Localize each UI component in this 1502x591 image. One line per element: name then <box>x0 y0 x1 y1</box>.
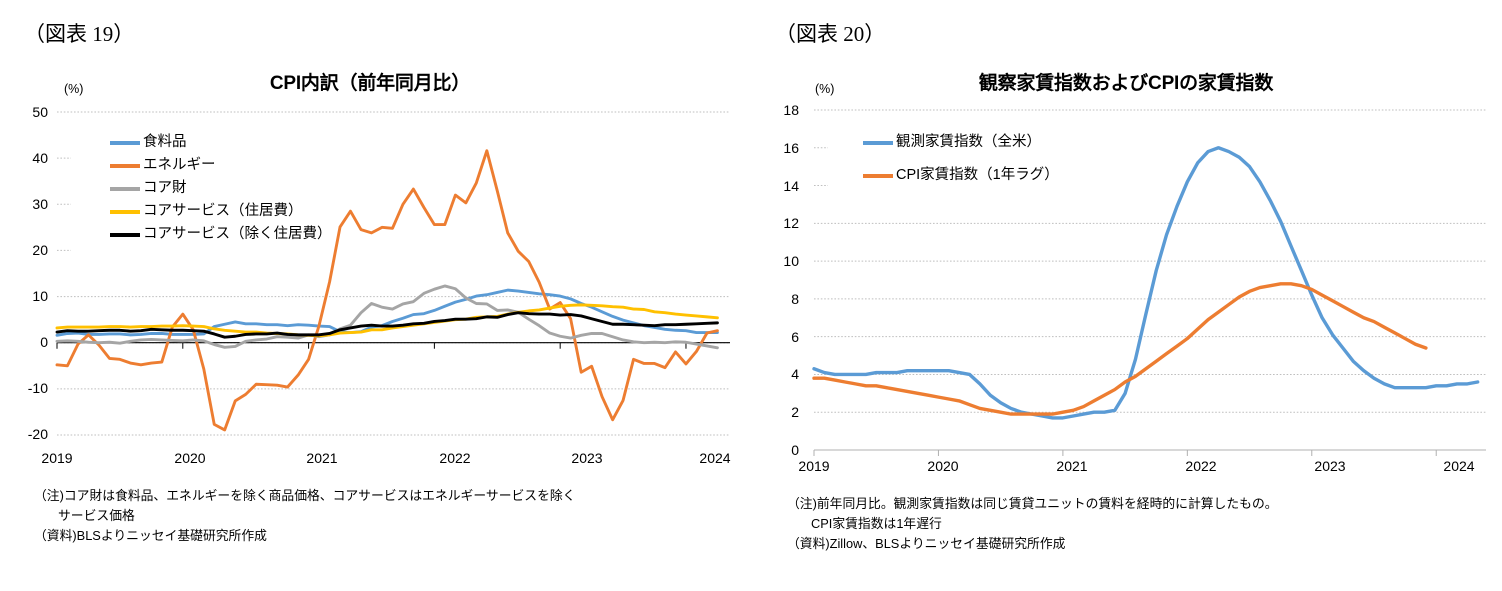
legend-item-cpi-rent[interactable]: CPI家賃指数（1年ラグ） <box>863 159 1059 192</box>
legend-swatch-cpi-rent <box>863 173 893 178</box>
y-tick-20-0: 0 <box>791 442 799 458</box>
y-tick-19-50: 50 <box>32 104 48 120</box>
note-20-line3: （資料)Zillow、BLSよりニッセイ基礎研究所作成 <box>787 535 1066 551</box>
y-tick-19-m20: -20 <box>27 426 48 442</box>
legend-item-core-goods[interactable]: コア財 <box>110 177 332 200</box>
legend-19: 食料品 エネルギー コア財 コアサービス（住居費） コアサービス（除く住居費） <box>110 131 332 246</box>
legend-swatch-food <box>110 140 140 145</box>
note-19-line2: サービス価格 <box>58 507 135 523</box>
y-axis-unit-20: (%) <box>815 82 835 96</box>
x-tick-20-2020: 2020 <box>927 458 959 474</box>
y-tick-19-20: 20 <box>32 242 48 258</box>
y-tick-20-6: 6 <box>791 328 799 345</box>
notes-20: （注)前年同月比。観測家賃指数は同じ賃貸ユニットの賃料を経時的に計算したもの。 … <box>787 494 1278 553</box>
x-tick-19-2023: 2023 <box>571 450 603 466</box>
plot-area-19 <box>55 111 730 436</box>
note-19-line3: （資料)BLSよりニッセイ基礎研究所作成 <box>34 527 267 543</box>
y-tick-20-14: 14 <box>783 177 799 194</box>
x-tick-19-2020: 2020 <box>174 450 206 466</box>
y-tick-20-4: 4 <box>791 366 799 383</box>
legend-label-cpi-rent: CPI家賃指数（1年ラグ） <box>896 167 1059 184</box>
y-tick-19-m10: -10 <box>27 380 48 396</box>
figure-panel-20: （図表 20） 観察家賃指数およびCPIの家賃指数 (%) 18 16 14 1… <box>751 0 1502 591</box>
x-tick-20-2022: 2022 <box>1185 458 1217 474</box>
legend-item-food[interactable]: 食料品 <box>110 131 332 154</box>
figure-label-20: （図表 20） <box>775 22 886 46</box>
chart-title-19: CPI内訳（前年同月比） <box>269 73 471 94</box>
x-tick-19-2019: 2019 <box>41 450 73 466</box>
y-tick-20-16: 16 <box>783 139 799 156</box>
y-tick-20-10: 10 <box>783 253 799 270</box>
legend-item-energy[interactable]: エネルギー <box>110 154 332 177</box>
legend-label-observed-rent: 観測家賃指数（全米） <box>896 134 1041 151</box>
y-tick-19-40: 40 <box>32 150 48 166</box>
figure-panel-19: （図表 19） CPI内訳（前年同月比） (%) 50 40 30 20 10 … <box>24 22 731 545</box>
legend-item-core-services-ex-shelter[interactable]: コアサービス（除く住居費） <box>110 223 332 246</box>
y-tick-20-12: 12 <box>783 215 799 232</box>
y-tick-19-10: 10 <box>32 288 48 304</box>
figure-label-19: （図表 19） <box>24 22 135 46</box>
legend-swatch-core-services-shelter <box>110 209 140 214</box>
x-tick-19-2024: 2024 <box>699 450 731 466</box>
y-tick-20-2: 2 <box>791 404 799 421</box>
legend-swatch-core-services-ex-shelter <box>110 232 140 237</box>
x-tick-20-2021: 2021 <box>1056 458 1088 474</box>
x-tick-19-2022: 2022 <box>439 450 471 466</box>
notes-19: （注)コア財は食料品、エネルギーを除く商品価格、コアサービスはエネルギーサービス… <box>34 486 575 545</box>
legend-item-core-services-shelter[interactable]: コアサービス（住居費） <box>110 200 332 223</box>
note-19-line1: （注)コア財は食料品、エネルギーを除く商品価格、コアサービスはエネルギーサービス… <box>34 488 576 503</box>
y-axis-unit-19: (%) <box>64 82 84 96</box>
legend-20: 観測家賃指数（全米） CPI家賃指数（1年ラグ） <box>863 126 1059 192</box>
x-tick-20-2019: 2019 <box>798 458 830 474</box>
legend-item-observed-rent[interactable]: 観測家賃指数（全米） <box>863 126 1059 159</box>
x-tick-19-2021: 2021 <box>306 450 338 466</box>
x-tick-20-2023: 2023 <box>1314 458 1346 474</box>
legend-swatch-observed-rent <box>863 140 893 145</box>
legend-label-core-services-shelter: コアサービス（住居費） <box>143 203 303 220</box>
note-20-line2: CPI家賃指数は1年遅行 <box>811 515 942 531</box>
chart-title-20: 観察家賃指数およびCPIの家賃指数 <box>978 73 1274 94</box>
legend-swatch-energy <box>110 163 140 168</box>
plot-area-20 <box>812 109 1486 456</box>
y-tick-19-30: 30 <box>32 196 48 212</box>
y-tick-20-8: 8 <box>791 290 799 307</box>
y-tick-20-18: 18 <box>783 102 799 118</box>
x-tick-20-2024: 2024 <box>1443 458 1475 474</box>
legend-label-core-services-ex-shelter: コアサービス（除く住居費） <box>143 226 332 243</box>
y-tick-19-0: 0 <box>40 334 48 350</box>
legend-label-core-goods: コア財 <box>143 180 187 197</box>
note-20-line1: （注)前年同月比。観測家賃指数は同じ賃貸ユニットの賃料を経時的に計算したもの。 <box>787 496 1278 511</box>
legend-label-food: 食料品 <box>143 134 187 151</box>
legend-swatch-core-goods <box>110 186 140 191</box>
legend-label-energy: エネルギー <box>143 157 216 174</box>
